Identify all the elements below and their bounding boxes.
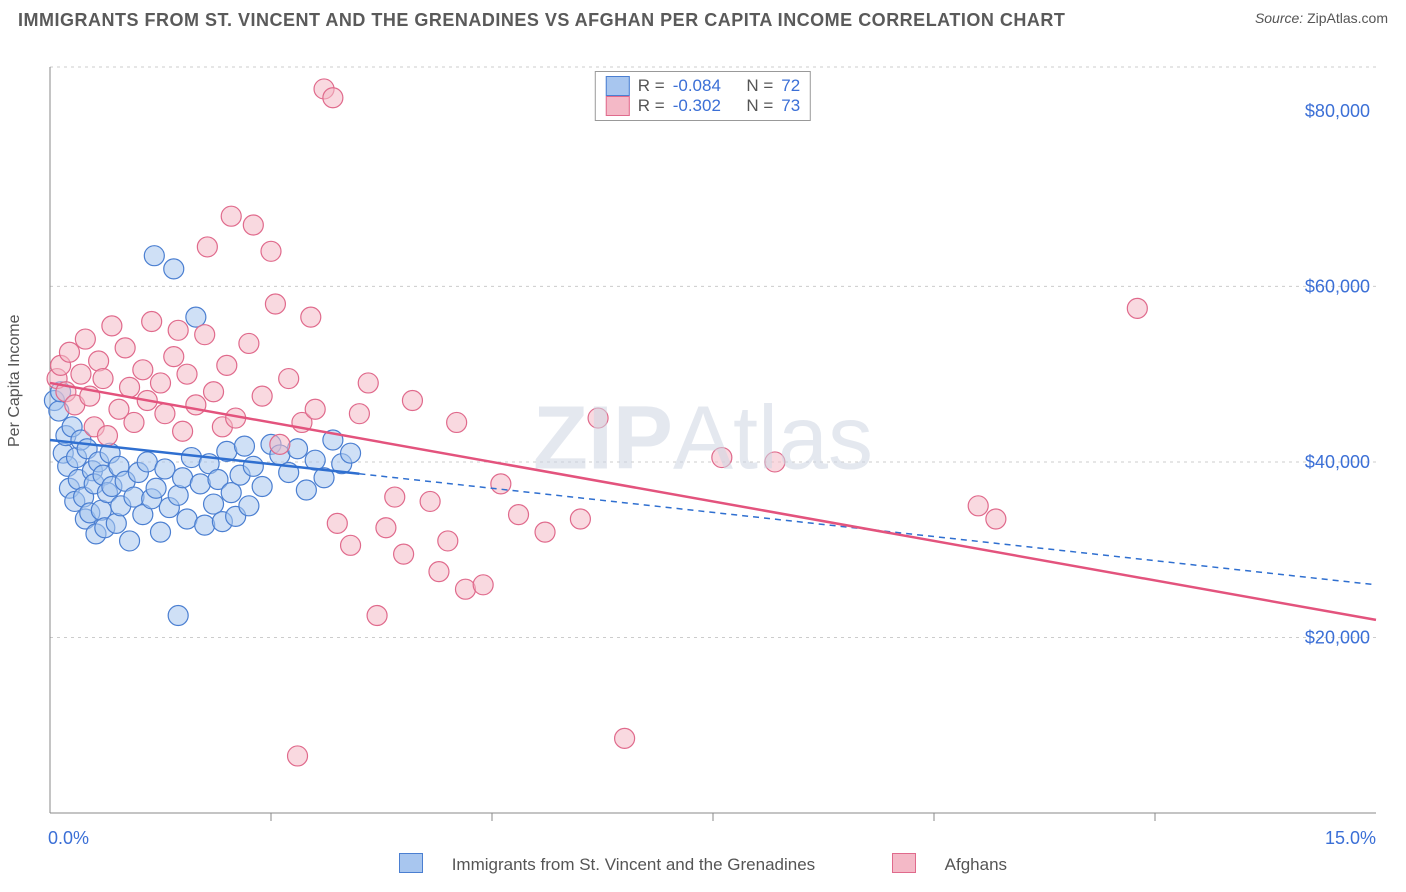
x-min-label: 0.0% <box>48 828 89 849</box>
y-axis-label: Per Capita Income <box>6 314 24 447</box>
legend-series-afghans-label: Afghans <box>945 855 1007 874</box>
legend-N-stvincent: 72 <box>781 76 800 96</box>
legend-N-label: N = <box>746 76 773 96</box>
legend-series-stvincent-label: Immigrants from St. Vincent and the Gren… <box>452 855 815 874</box>
legend-swatch-stvincent <box>606 76 630 96</box>
legend-row-stvincent: R = -0.084 N = 72 <box>606 76 800 96</box>
legend-N-afghans: 73 <box>781 96 800 116</box>
legend-swatch-afghans-icon <box>892 853 916 873</box>
source-value: ZipAtlas.com <box>1307 10 1388 26</box>
svg-text:$20,000: $20,000 <box>1305 627 1370 647</box>
legend-R-afghans: -0.302 <box>673 96 721 116</box>
chart-container: Per Capita Income ZIPAtlas $20,000$40,00… <box>0 31 1406 881</box>
legend-series-stvincent: Immigrants from St. Vincent and the Gren… <box>381 855 838 874</box>
legend-R-stvincent: -0.084 <box>673 76 721 96</box>
legend-N-label2: N = <box>746 96 773 116</box>
legend-correlation: R = -0.084 N = 72 R = -0.302 N = 73 <box>595 71 811 121</box>
legend-R-label2: R = <box>638 96 665 116</box>
legend-series: Immigrants from St. Vincent and the Gren… <box>0 853 1406 875</box>
x-max-label: 15.0% <box>1325 828 1376 849</box>
legend-row-afghans: R = -0.302 N = 73 <box>606 96 800 116</box>
svg-text:$80,000: $80,000 <box>1305 101 1370 121</box>
source-label: Source: <box>1255 10 1303 26</box>
legend-swatch-afghans <box>606 96 630 116</box>
header: IMMIGRANTS FROM ST. VINCENT AND THE GREN… <box>0 0 1406 31</box>
legend-series-afghans: Afghans <box>874 855 1025 874</box>
legend-swatch-stvincent-icon <box>399 853 423 873</box>
legend-R-label: R = <box>638 76 665 96</box>
svg-text:$40,000: $40,000 <box>1305 452 1370 472</box>
svg-text:$60,000: $60,000 <box>1305 276 1370 296</box>
scatter-plot: $20,000 $40,000 $60,000 $80,000 <box>0 31 1406 881</box>
chart-title: IMMIGRANTS FROM ST. VINCENT AND THE GREN… <box>18 10 1065 31</box>
source: Source: ZipAtlas.com <box>1255 10 1388 26</box>
x-axis-ends: 0.0% 15.0% <box>0 828 1406 849</box>
